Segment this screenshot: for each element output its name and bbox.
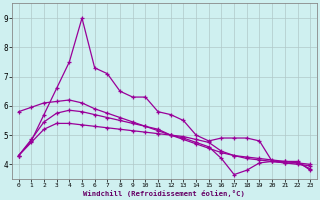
X-axis label: Windchill (Refroidissement éolien,°C): Windchill (Refroidissement éolien,°C) bbox=[84, 190, 245, 197]
